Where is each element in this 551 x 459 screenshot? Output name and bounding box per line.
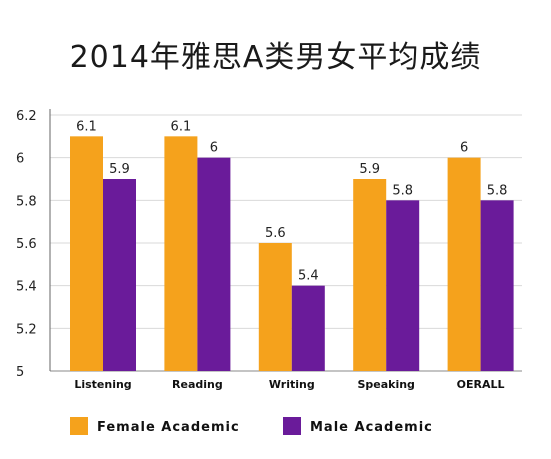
- bar-male: [386, 200, 420, 371]
- bar-female: [70, 136, 103, 371]
- x-tick-label: Reading: [172, 378, 223, 391]
- data-label: 5.9: [109, 162, 130, 177]
- x-tick-label: Speaking: [357, 378, 414, 391]
- legend-label: Male Academic: [310, 420, 433, 435]
- bar-female: [447, 157, 481, 371]
- bar-male: [480, 200, 514, 371]
- y-tick-label: 6.2: [16, 109, 37, 124]
- legend-swatch: [283, 417, 301, 435]
- data-label: 6.1: [76, 119, 97, 134]
- chart-title: 2014年雅思A类男女平均成绩: [69, 40, 482, 75]
- y-tick-label: 6: [16, 152, 24, 167]
- y-tick-label: 5.2: [16, 322, 37, 337]
- bar-female: [164, 136, 198, 371]
- x-tick-label: OERALL: [457, 378, 505, 391]
- bar-female: [258, 243, 292, 371]
- y-tick-label: 5: [16, 365, 24, 380]
- y-tick-label: 5.8: [16, 194, 37, 209]
- bar-female: [353, 179, 387, 371]
- legend-label: Female Academic: [97, 420, 240, 435]
- y-tick-label: 5.6: [16, 237, 37, 252]
- data-label: 6: [460, 141, 468, 156]
- data-label: 6.1: [171, 119, 192, 134]
- bar-male: [197, 157, 231, 371]
- x-tick-label: Writing: [269, 378, 315, 391]
- x-tick-label: Listening: [74, 378, 131, 391]
- data-label: 5.9: [359, 162, 380, 177]
- data-label: 5.8: [392, 183, 413, 198]
- legend-swatch: [70, 417, 88, 435]
- data-label: 5.6: [265, 226, 286, 241]
- bar-male: [103, 179, 136, 371]
- data-label: 5.8: [487, 183, 508, 198]
- bar-male: [291, 285, 325, 371]
- y-tick-label: 5.4: [16, 280, 37, 295]
- data-label: 5.4: [298, 269, 319, 284]
- data-label: 6: [210, 141, 218, 156]
